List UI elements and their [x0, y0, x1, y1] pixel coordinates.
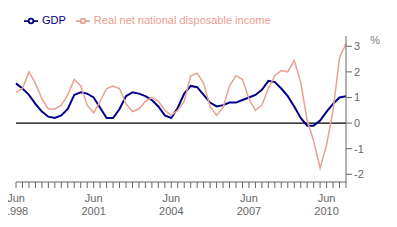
- svg-text:Jun2007: Jun2007: [237, 192, 261, 217]
- html-text:Real net national disposable i: Real net national disposable income: [93, 14, 271, 26]
- svg-text:%: %: [370, 34, 380, 46]
- svg-text:Jun2004: Jun2004: [159, 192, 183, 217]
- svg-text:1: 1: [354, 91, 360, 103]
- html-text:GDP: GDP: [42, 14, 66, 26]
- svg-text:3: 3: [354, 40, 360, 52]
- svg-text:Jun2001: Jun2001: [81, 192, 105, 217]
- svg-text:Jun2010: Jun2010: [314, 192, 338, 217]
- svg-text:-1: -1: [354, 143, 364, 155]
- svg-text:0: 0: [354, 117, 360, 129]
- svg-text:-2: -2: [354, 168, 364, 180]
- svg-text:Jun1998: Jun1998: [8, 192, 28, 217]
- svg-text:2: 2: [354, 66, 360, 78]
